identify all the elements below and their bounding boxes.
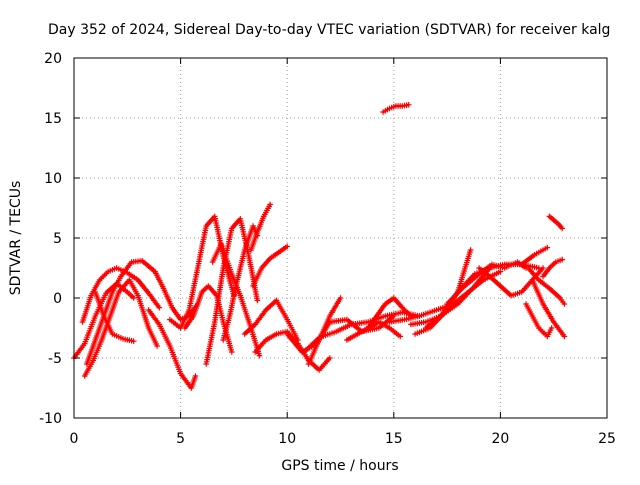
markers-sat-21	[380, 102, 412, 115]
markers-sat-07	[167, 213, 237, 331]
y-axis-label: SDTVAR / TECUs	[8, 181, 24, 296]
y-tick-label: 0	[53, 291, 62, 307]
markers-sat-02	[79, 265, 163, 325]
x-tick-label: 15	[385, 431, 403, 447]
x-tick-label: 0	[70, 431, 79, 447]
x-tick-label: 25	[598, 431, 616, 447]
markers-sat-22	[386, 268, 504, 325]
markers-sat-16	[284, 313, 397, 355]
markers-sat-20	[365, 295, 414, 331]
grid	[74, 58, 607, 418]
y-tick-label: 10	[44, 171, 62, 187]
x-tick-label: 10	[278, 431, 296, 447]
plot-frame	[73, 57, 608, 419]
markers-sat-14	[250, 243, 290, 289]
y-tick-label: -5	[48, 351, 62, 367]
markers-sat-05	[92, 289, 137, 344]
x-tick-label: 20	[491, 431, 509, 447]
markers-sat-31	[523, 301, 555, 340]
markers-sat-18	[305, 295, 344, 367]
x-axis-label: GPS time / hours	[281, 458, 398, 474]
markers-sat-33	[540, 256, 565, 280]
y-tick-label: 5	[53, 231, 62, 247]
x-tick-label: 5	[176, 431, 185, 447]
series-sat-27	[478, 266, 545, 297]
y-tick-label: -10	[39, 411, 62, 427]
markers-sat-30	[529, 277, 568, 340]
markers-sat-26	[444, 259, 529, 307]
markers-sat-28	[518, 244, 551, 268]
markers-sat-11	[220, 223, 261, 343]
chart-title: Day 352 of 2024, Sidereal Day-to-day VTE…	[48, 22, 610, 38]
tick-labels: 0 5 10 15 20 25 -10 -5 0 5 10 15 20	[39, 51, 616, 447]
markers-sat-03	[84, 258, 201, 367]
y-tick-label: 15	[44, 111, 62, 127]
axis-ticks	[73, 57, 608, 419]
markers-sat-13	[241, 297, 301, 343]
markers-sat-29	[525, 265, 568, 307]
markers-sat-32	[546, 213, 565, 232]
y-tick-label: 20	[44, 51, 62, 67]
markers-sat-01	[71, 280, 137, 361]
markers-sat-12	[248, 201, 273, 253]
markers-sat-06	[145, 307, 199, 391]
data-series	[71, 102, 568, 391]
